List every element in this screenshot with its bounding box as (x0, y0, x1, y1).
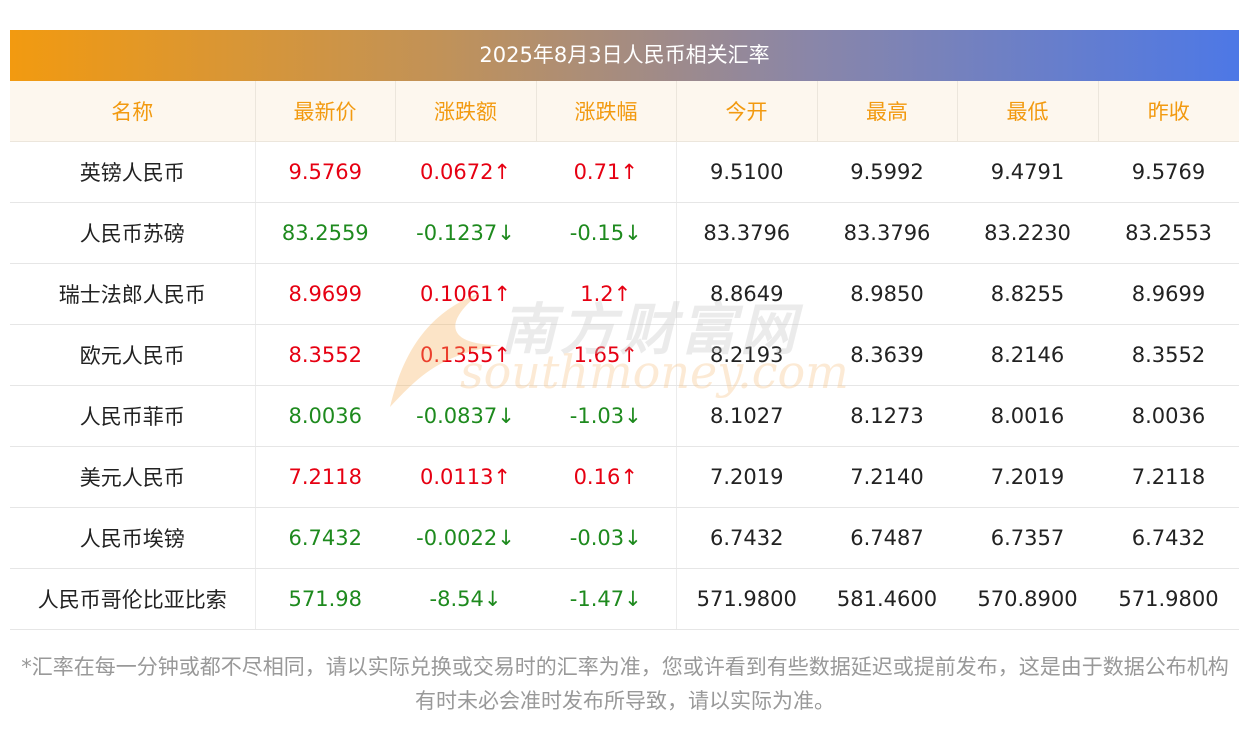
cell-open: 571.9800 (676, 568, 817, 630)
cell-low: 9.4791 (957, 141, 1098, 203)
cell-latest: 9.5769 (255, 141, 395, 203)
cell-high: 8.9850 (817, 263, 957, 325)
cell-latest: 6.7432 (255, 507, 395, 569)
table-row: 美元人民币 7.2118 0.0113↑ 0.16↑ 7.2019 7.2140 7.201… (10, 446, 1239, 508)
table-row: 人民币哥伦比亚比索 571.98 -8.54↓ -1.47↓ 571.9800 581.4… (10, 568, 1239, 630)
cell-prev-close: 8.9699 (1098, 263, 1239, 325)
cell-change-pct: 0.16↑ (536, 446, 677, 508)
cell-low: 8.8255 (957, 263, 1098, 325)
cell-name: 人民币菲币 (10, 385, 256, 447)
cell-prev-close: 8.0036 (1098, 385, 1239, 447)
table-row: 人民币苏磅 83.2559 -0.1237↓ -0.15↓ 83.3796 83.3796… (10, 202, 1239, 264)
cell-open: 6.7432 (676, 507, 817, 569)
header-high: 最高 (817, 81, 958, 142)
cell-prev-close: 83.2553 (1098, 202, 1239, 264)
cell-change-pct: 1.2↑ (536, 263, 677, 325)
cell-latest: 8.3552 (255, 324, 395, 386)
cell-change: -0.0837↓ (395, 385, 536, 447)
table-row: 欧元人民币 8.3552 0.1355↑ 1.65↑ 8.2193 8.3639 8.214… (10, 324, 1239, 386)
cell-low: 8.0016 (957, 385, 1098, 447)
cell-latest: 7.2118 (255, 446, 395, 508)
cell-prev-close: 6.7432 (1098, 507, 1239, 569)
cell-high: 7.2140 (817, 446, 957, 508)
cell-name: 美元人民币 (10, 446, 256, 508)
cell-low: 8.2146 (957, 324, 1098, 386)
cell-latest: 83.2559 (255, 202, 395, 264)
cell-latest: 571.98 (255, 568, 395, 630)
table-body: 英镑人民币 9.5769 0.0672↑ 0.71↑ 9.5100 9.5992 9.479… (10, 141, 1239, 630)
cell-name: 人民币哥伦比亚比索 (10, 568, 256, 630)
cell-name: 人民币埃镑 (10, 507, 256, 569)
cell-name: 瑞士法郎人民币 (10, 263, 256, 325)
cell-change: 0.0113↑ (395, 446, 536, 508)
cell-change: -0.0022↓ (395, 507, 536, 569)
cell-change: 0.0672↑ (395, 141, 536, 203)
rate-table-container: 2025年8月3日人民币相关汇率 名称 最新价 涨跌额 涨跌幅 今开 最高 最低… (10, 30, 1239, 630)
cell-latest: 8.9699 (255, 263, 395, 325)
cell-name: 欧元人民币 (10, 324, 256, 386)
cell-change-pct: 0.71↑ (536, 141, 677, 203)
header-change: 涨跌额 (395, 81, 537, 142)
cell-latest: 8.0036 (255, 385, 395, 447)
header-name: 名称 (10, 81, 256, 142)
cell-low: 83.2230 (957, 202, 1098, 264)
cell-change-pct: 1.65↑ (536, 324, 677, 386)
header-prev-close: 昨收 (1098, 81, 1239, 142)
table-row: 人民币菲币 8.0036 -0.0837↓ -1.03↓ 8.1027 8.1273 8.0… (10, 385, 1239, 447)
cell-low: 7.2019 (957, 446, 1098, 508)
cell-prev-close: 571.9800 (1098, 568, 1239, 630)
cell-high: 83.3796 (817, 202, 957, 264)
cell-high: 581.4600 (817, 568, 957, 630)
cell-open: 8.2193 (676, 324, 817, 386)
cell-prev-close: 8.3552 (1098, 324, 1239, 386)
table-title: 2025年8月3日人民币相关汇率 (10, 30, 1239, 81)
header-low: 最低 (957, 81, 1099, 142)
cell-high: 6.7487 (817, 507, 957, 569)
cell-change-pct: -1.47↓ (536, 568, 677, 630)
cell-high: 8.3639 (817, 324, 957, 386)
cell-open: 8.1027 (676, 385, 817, 447)
header-row: 名称 最新价 涨跌额 涨跌幅 今开 最高 最低 昨收 (10, 81, 1239, 142)
disclaimer-note: *汇率在每一分钟或都不尽相同，请以实际兑换或交易时的汇率为准，您或许看到有些数据… (21, 655, 1229, 713)
table-row: 英镑人民币 9.5769 0.0672↑ 0.71↑ 9.5100 9.5992 9.479… (10, 141, 1239, 203)
cell-low: 6.7357 (957, 507, 1098, 569)
cell-change-pct: -1.03↓ (536, 385, 677, 447)
cell-change-pct: -0.03↓ (536, 507, 677, 569)
header-latest: 最新价 (255, 81, 396, 142)
cell-change: -8.54↓ (395, 568, 536, 630)
cell-high: 8.1273 (817, 385, 957, 447)
header-change-pct: 涨跌幅 (536, 81, 677, 142)
cell-open: 8.8649 (676, 263, 817, 325)
cell-change-pct: -0.15↓ (536, 202, 677, 264)
cell-prev-close: 9.5769 (1098, 141, 1239, 203)
cell-open: 7.2019 (676, 446, 817, 508)
cell-name: 英镑人民币 (10, 141, 256, 203)
cell-change: 0.1355↑ (395, 324, 536, 386)
cell-high: 9.5992 (817, 141, 957, 203)
cell-open: 83.3796 (676, 202, 817, 264)
cell-low: 570.8900 (957, 568, 1098, 630)
cell-change: -0.1237↓ (395, 202, 536, 264)
cell-name: 人民币苏磅 (10, 202, 256, 264)
cell-open: 9.5100 (676, 141, 817, 203)
cell-change: 0.1061↑ (395, 263, 536, 325)
table-row: 人民币埃镑 6.7432 -0.0022↓ -0.03↓ 6.7432 6.7487 6.7… (10, 507, 1239, 569)
cell-prev-close: 7.2118 (1098, 446, 1239, 508)
table-row: 瑞士法郎人民币 8.9699 0.1061↑ 1.2↑ 8.8649 8.9850 8.82… (10, 263, 1239, 325)
header-open: 今开 (676, 81, 818, 142)
exchange-rate-table: 名称 最新价 涨跌额 涨跌幅 今开 最高 最低 昨收 英镑人民币 9.5769 0.… (10, 81, 1239, 630)
